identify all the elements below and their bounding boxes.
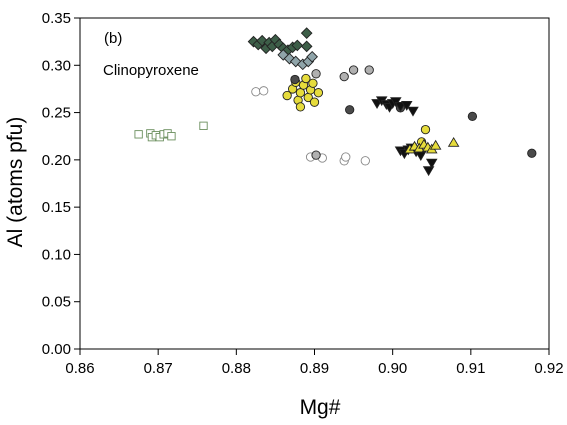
diamond-marker (289, 55, 302, 68)
y-tick-label: 0.15 (42, 199, 71, 216)
y-axis-title: Al (atoms pfu) (4, 117, 27, 248)
circle-marker (308, 78, 318, 88)
circle-marker (339, 71, 349, 82)
triangle-down-marker (407, 106, 419, 117)
x-tick-label: 0.86 (65, 360, 94, 377)
square-marker (167, 132, 176, 141)
circle-marker (420, 124, 431, 135)
panel-label: (b) (104, 30, 122, 47)
circle-marker (360, 156, 370, 166)
x-tick-label: 0.89 (300, 360, 329, 377)
triangle-down-marker (425, 158, 438, 169)
y-tick-label: 0.35 (42, 10, 71, 27)
diamond-marker (283, 52, 296, 65)
circle-marker (282, 90, 292, 101)
x-tick-label: 0.92 (534, 360, 563, 377)
triangle-down-marker (415, 151, 427, 162)
y-tick-label: 0.30 (42, 57, 71, 74)
x-tick-label: 0.88 (222, 360, 251, 377)
diamond-marker (306, 50, 318, 63)
axes: 0.86 0.87 0.88 0.89 0.90 0.91 0.92 0.00 0.05 0.10… (42, 10, 564, 377)
circle-marker (309, 97, 320, 107)
circle-marker (527, 148, 537, 158)
chart-title: Clinopyroxene (103, 62, 199, 79)
y-tick-label: 0.20 (42, 152, 71, 169)
square-marker (134, 130, 143, 139)
triangle-up-marker (447, 136, 460, 147)
circle-marker (345, 105, 355, 115)
x-tick-label: 0.91 (456, 360, 485, 377)
circle-marker (251, 87, 261, 97)
circle-marker (290, 74, 300, 85)
diamond-marker (300, 27, 313, 39)
triangle-down-marker (400, 101, 413, 111)
circle-marker (341, 152, 351, 162)
x-tick-label: 0.87 (144, 360, 173, 377)
circle-marker (301, 73, 311, 84)
data-markers (134, 27, 537, 177)
circle-marker (311, 150, 321, 160)
y-tick-label: 0.05 (42, 294, 71, 311)
circle-marker (313, 88, 324, 98)
circle-marker (467, 111, 478, 122)
triangle-down-marker (422, 166, 435, 177)
circle-marker (259, 86, 269, 96)
triangle-up-marker (429, 139, 442, 150)
x-axis-title: Mg# (300, 396, 341, 419)
diamond-marker (291, 39, 304, 52)
square-marker (199, 121, 208, 130)
y-tick-label: 0.25 (42, 105, 71, 122)
circle-marker (364, 65, 374, 75)
circle-marker (311, 69, 321, 79)
triangle-down-marker (394, 102, 407, 112)
triangle-down-marker (390, 97, 402, 108)
diamond-marker (300, 40, 313, 53)
circle-marker (295, 102, 306, 112)
x-tick-label: 0.90 (378, 360, 407, 377)
y-tick-label: 0.00 (42, 341, 71, 358)
circle-marker (348, 65, 359, 75)
y-tick-label: 0.10 (42, 246, 71, 263)
